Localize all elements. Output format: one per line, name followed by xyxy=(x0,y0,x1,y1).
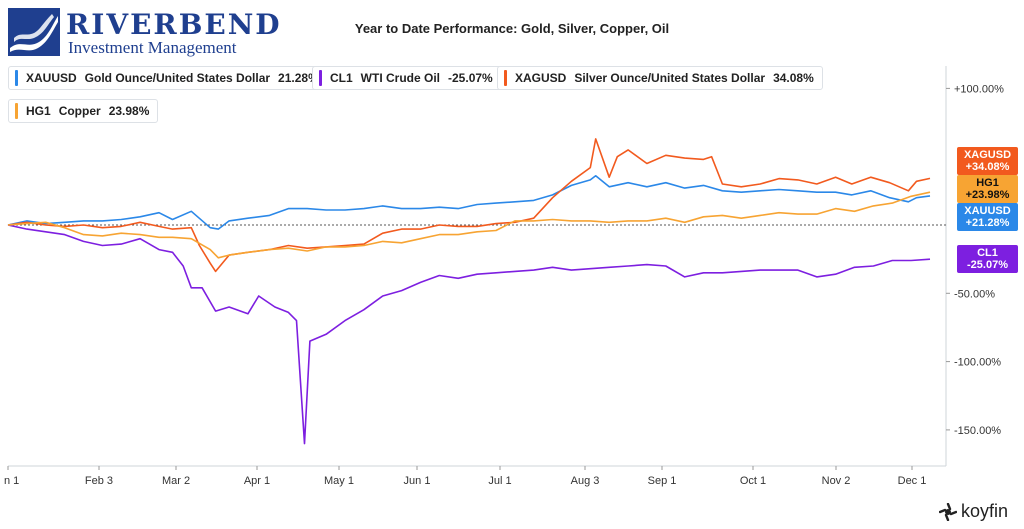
brand-name: RIVERBEND xyxy=(66,8,282,41)
legend-swatch xyxy=(319,70,322,86)
legend-value: 23.98% xyxy=(108,104,150,118)
chart-title: Year to Date Performance: Gold, Silver, … xyxy=(354,21,670,36)
legend-item-hg1[interactable]: HG1 Copper 23.98% xyxy=(8,99,159,123)
legend-desc: Gold Ounce/United States Dollar xyxy=(84,71,271,85)
legend-item-xagusd[interactable]: XAGUSD Silver Ounce/United States Dollar 3… xyxy=(497,66,823,90)
legend-item-xauusd[interactable]: XAUUSD Gold Ounce/United States Dollar 21.… xyxy=(8,66,328,90)
series-line-hg1 xyxy=(7,191,931,259)
legend-ticker: XAUUSD xyxy=(26,71,77,85)
x-tick-label: May 1 xyxy=(324,475,354,487)
x-tick-label: Oct 1 xyxy=(740,475,766,487)
legend-swatch xyxy=(15,70,18,86)
x-tick-label: Feb 3 xyxy=(85,475,113,487)
y-tick-label: -50.00% xyxy=(954,288,995,300)
legend-value: -25.07% xyxy=(448,71,493,85)
series-line-cl1 xyxy=(7,224,931,445)
legend-swatch xyxy=(15,103,18,119)
brand-logo: RIVERBEND Investment Management xyxy=(8,8,280,58)
x-tick-label: Apr 1 xyxy=(244,475,270,487)
x-tick-label: Aug 3 xyxy=(571,475,600,487)
y-tick-label: -100.00% xyxy=(954,357,1001,369)
x-tick-label: Sep 1 xyxy=(648,475,677,487)
legend-desc: WTI Crude Oil xyxy=(360,71,441,85)
end-tag-hg1: HG1 +23.98% xyxy=(957,175,1018,203)
x-tick-label: Nov 2 xyxy=(822,475,851,487)
end-tag-value: +34.08% xyxy=(965,161,1010,173)
legend-swatch xyxy=(504,70,507,86)
koyfin-watermark: koyfin xyxy=(939,501,1008,522)
end-tag-xauusd: XAUUSD +21.28% xyxy=(957,203,1018,231)
x-tick-label: Jun 1 xyxy=(404,475,431,487)
end-tag-value: +21.28% xyxy=(965,217,1010,229)
legend-ticker: HG1 xyxy=(26,104,51,118)
performance-chart: +100.00% -50.00% -100.00% -150.00% n 1 Feb 3 M… xyxy=(4,66,1004,487)
chart-series-lines xyxy=(7,138,931,445)
end-tag-ticker: HG1 xyxy=(976,177,999,189)
legend-desc: Silver Ounce/United States Dollar xyxy=(574,71,766,85)
end-tag-ticker: CL1 xyxy=(977,247,998,259)
end-tag-ticker: XAUUSD xyxy=(964,205,1011,217)
legend-desc: Copper xyxy=(58,104,101,118)
chart-axes xyxy=(8,66,947,467)
legend-ticker: XAGUSD xyxy=(515,71,567,85)
y-tick-label: -150.00% xyxy=(954,425,1001,437)
x-tick-label: Mar 2 xyxy=(162,475,190,487)
brand-subtitle: Investment Management xyxy=(68,38,237,57)
riverbend-logo-icon xyxy=(8,8,60,56)
end-tag-cl1: CL1 -25.07% xyxy=(957,245,1018,273)
koyfin-text: koyfin xyxy=(961,501,1009,521)
legend-ticker: CL1 xyxy=(330,71,353,85)
legend-item-cl1[interactable]: CL1 WTI Crude Oil -25.07% xyxy=(312,66,502,90)
end-tag-value: +23.98% xyxy=(965,189,1010,201)
end-tag-value: -25.07% xyxy=(967,259,1008,271)
series-line-xauusd xyxy=(7,175,931,230)
x-tick-label: Jul 1 xyxy=(488,475,511,487)
end-tag-xagusd: XAGUSD +34.08% xyxy=(957,147,1018,175)
end-tag-ticker: XAGUSD xyxy=(963,149,1012,161)
y-tick-label: +100.00% xyxy=(954,83,1004,95)
koyfin-swirl-icon xyxy=(939,502,957,521)
legend-value: 21.28% xyxy=(278,71,319,85)
x-tick-label: Dec 1 xyxy=(898,475,927,487)
legend-value: 34.08% xyxy=(773,71,814,85)
x-tick-label: n 1 xyxy=(4,475,19,487)
chart-tick-labels: +100.00% -50.00% -100.00% -150.00% n 1 Feb 3 M… xyxy=(4,83,1004,487)
series-line-xagusd xyxy=(7,138,931,273)
